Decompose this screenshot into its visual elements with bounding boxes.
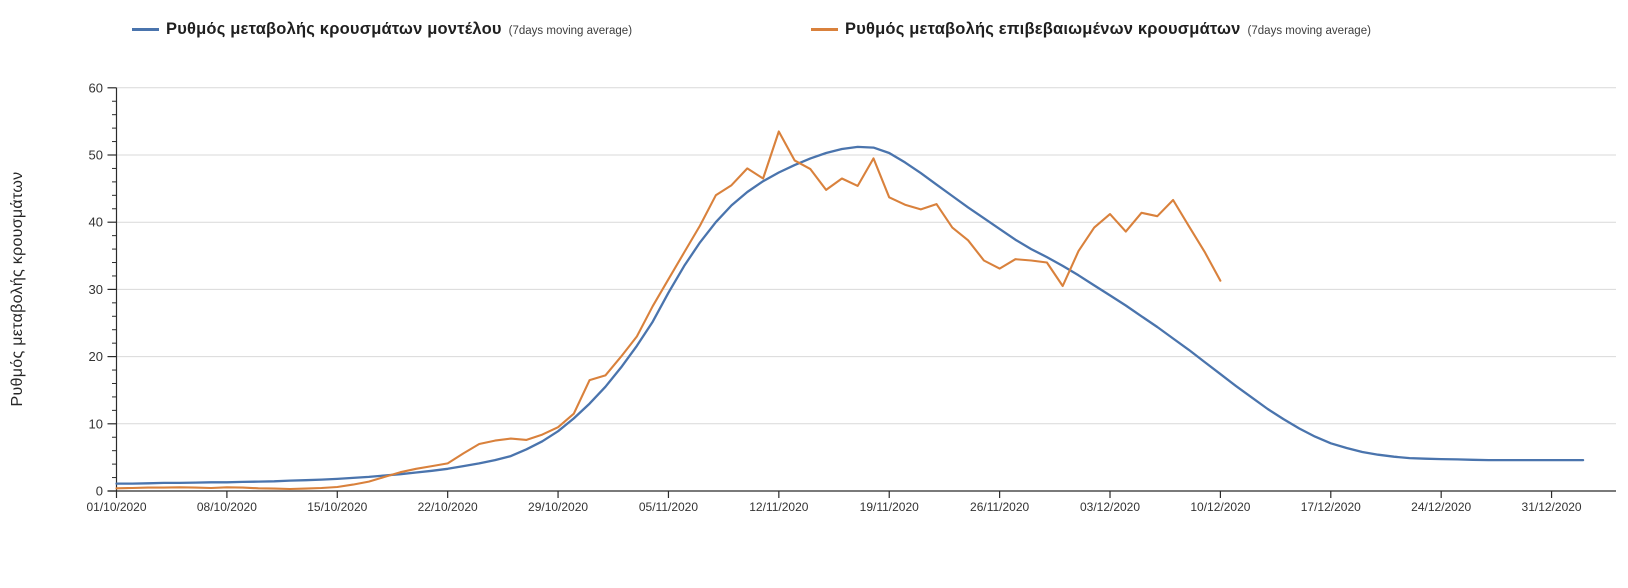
y-tick-label: 10 — [89, 416, 103, 431]
x-tick-label: 19/11/2020 — [860, 500, 919, 514]
x-tick-label: 15/10/2020 — [307, 500, 367, 514]
legend-item-model: Ρυθμός μεταβολής κρουσμάτων μοντέλου (7d… — [132, 20, 632, 39]
x-tick-label: 31/12/2020 — [1522, 500, 1582, 514]
legend-confirmed-note: (7days moving average) — [1247, 25, 1371, 37]
y-tick-label: 40 — [89, 215, 103, 230]
legend-model-label: Ρυθμός μεταβολής κρουσμάτων μοντέλου — [166, 20, 502, 38]
series-line-confirmed — [115, 130, 1222, 491]
x-tick-label: 01/10/2020 — [86, 500, 146, 514]
y-tick-label: 60 — [89, 80, 103, 95]
y-tick-label: 50 — [89, 148, 103, 163]
x-tick-label: 03/12/2020 — [1080, 500, 1140, 514]
y-tick-label: 30 — [89, 282, 103, 297]
x-tick-label: 05/11/2020 — [639, 500, 698, 514]
x-tick-label: 29/10/2020 — [528, 500, 588, 514]
legend-model-note: (7days moving average) — [508, 25, 633, 37]
x-tick-label: 26/11/2020 — [970, 500, 1029, 514]
legend-confirmed-line-swatch — [811, 28, 838, 31]
series-line-model — [115, 145, 1585, 485]
x-tick-label: 12/11/2020 — [749, 500, 808, 514]
legend-item-confirmed: Ρυθμός μεταβολής επιβεβαιωμένων κρουσμάτ… — [811, 20, 1371, 39]
x-tick-label: 22/10/2020 — [418, 500, 478, 514]
x-tick-label: 17/12/2020 — [1301, 500, 1361, 514]
x-tick-label: 08/10/2020 — [197, 500, 257, 514]
y-tick-label: 0 — [96, 484, 103, 499]
legend-confirmed-label: Ρυθμός μεταβολής επιβεβαιωμένων κρουσμάτ… — [845, 20, 1241, 38]
x-tick-label: 24/12/2020 — [1411, 500, 1471, 514]
legend-model-line-swatch — [132, 28, 159, 31]
y-tick-label: 20 — [89, 349, 103, 364]
x-tick-label: 10/12/2020 — [1190, 500, 1250, 514]
